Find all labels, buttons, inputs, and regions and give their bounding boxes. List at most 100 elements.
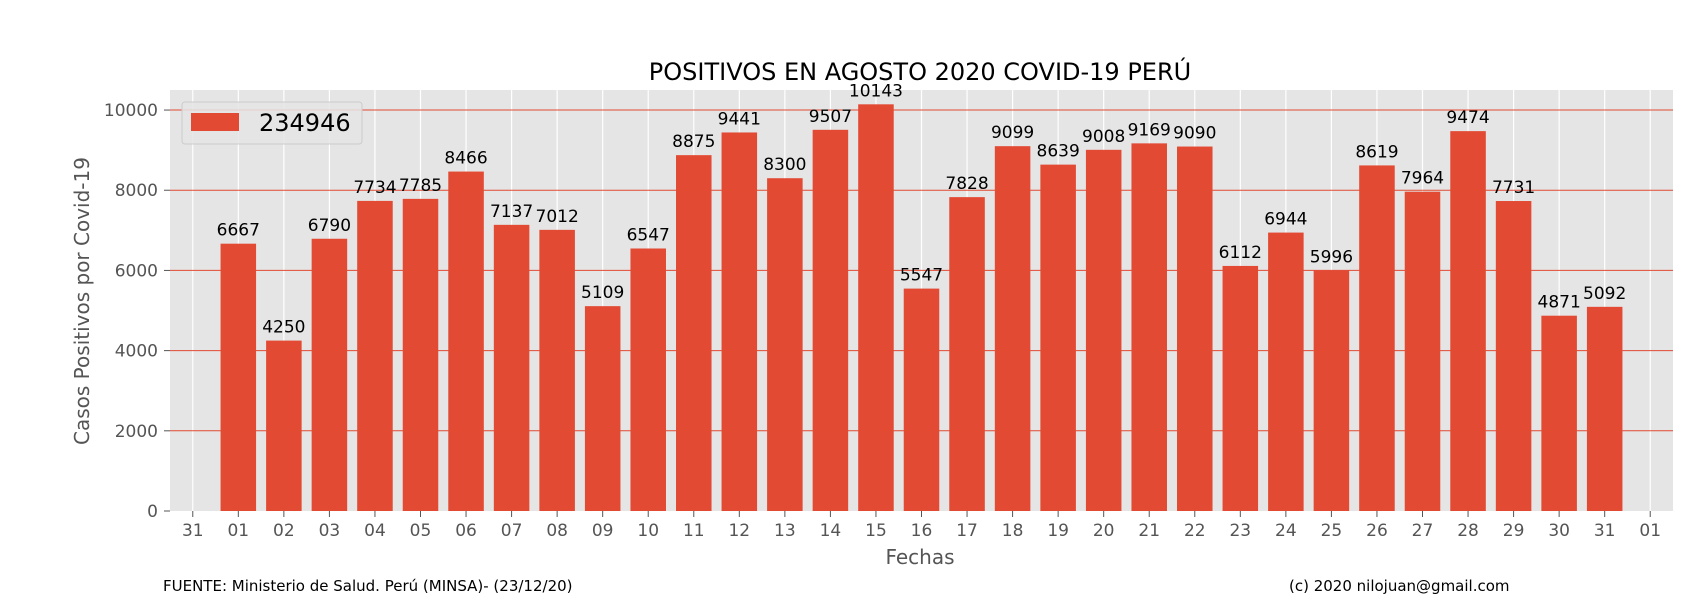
- x-tick-label: 25: [1321, 521, 1343, 541]
- x-tick-label: 09: [592, 521, 614, 541]
- bar-value-label: 4871: [1538, 293, 1581, 313]
- bar-value-label: 8875: [672, 132, 715, 152]
- legend-swatch: [191, 113, 239, 131]
- bar-value-label: 6547: [627, 225, 670, 245]
- bar: [493, 224, 530, 512]
- x-tick-label: 11: [683, 521, 705, 541]
- x-tick-label: 17: [956, 521, 978, 541]
- x-tick-label: 24: [1275, 521, 1297, 541]
- bar: [812, 129, 849, 511]
- bar-value-label: 7964: [1401, 169, 1444, 189]
- y-axis-ticks: 0 2000 4000 6000 8000 10000: [104, 101, 170, 522]
- bar-value-label: 9090: [1173, 124, 1216, 144]
- bar: [448, 171, 484, 511]
- legend-box: [181, 101, 363, 145]
- bar: [357, 200, 393, 511]
- y-tick-label: 6000: [115, 261, 158, 281]
- bar-value-label: 5547: [900, 266, 943, 286]
- bar-value-label: 5092: [1583, 284, 1626, 304]
- x-tick-label: 19: [1047, 521, 1069, 541]
- bar-value-label: 7734: [353, 178, 396, 198]
- bar-value-label: 7137: [490, 202, 533, 222]
- bar: [767, 178, 803, 511]
- bar: [1586, 306, 1623, 511]
- x-tick-label: 18: [1002, 521, 1024, 541]
- x-tick-label: 22: [1184, 521, 1206, 541]
- x-tick-label: 23: [1229, 521, 1251, 541]
- y-tick-label: 2000: [115, 422, 158, 442]
- x-tick-label: 27: [1412, 521, 1434, 541]
- bar-value-label: 9441: [718, 109, 761, 129]
- x-tick-label: 06: [455, 521, 477, 541]
- x-tick-label: 02: [273, 521, 295, 541]
- bar: [402, 198, 439, 511]
- x-tick-label: 04: [364, 521, 386, 541]
- x-tick-label: 20: [1093, 521, 1115, 541]
- bar: [903, 288, 940, 511]
- x-tick-label: 30: [1548, 521, 1570, 541]
- x-tick-label: 29: [1503, 521, 1525, 541]
- x-tick-label: 14: [820, 521, 842, 541]
- x-tick-label: 15: [865, 521, 887, 541]
- bar: [1313, 270, 1350, 511]
- bar: [220, 243, 257, 511]
- bar: [630, 248, 666, 512]
- y-tick-label: 8000: [115, 181, 158, 201]
- bar-value-label: 6112: [1219, 243, 1262, 263]
- y-axis-label: Casos Positivos por Covid-19: [70, 157, 94, 445]
- bar-value-label: 8639: [1037, 142, 1080, 162]
- bar-value-label: 7828: [945, 174, 988, 194]
- bar: [1495, 201, 1532, 511]
- bar-value-label: 6790: [308, 216, 351, 236]
- bar: [584, 306, 621, 511]
- bars: [220, 104, 1623, 512]
- x-tick-label: 28: [1457, 521, 1479, 541]
- x-tick-label: 13: [774, 521, 796, 541]
- x-tick-label: 12: [728, 521, 750, 541]
- bar-value-label: 8300: [763, 155, 806, 175]
- y-tick-label: 0: [147, 502, 158, 522]
- bar: [1177, 146, 1213, 511]
- y-tick-label: 4000: [115, 342, 158, 362]
- bar-value-label: 7785: [399, 176, 442, 196]
- legend: 234946: [181, 101, 363, 145]
- bar: [858, 104, 894, 512]
- x-tick-label: 03: [319, 521, 341, 541]
- x-tick-label: 01: [227, 521, 249, 541]
- bar-value-label: 4250: [262, 318, 305, 338]
- bar: [994, 146, 1031, 511]
- bar: [266, 340, 302, 511]
- bar-value-label: 5996: [1310, 248, 1353, 268]
- legend-label: 234946: [259, 109, 351, 137]
- bar-value-label: 8466: [444, 149, 487, 169]
- x-tick-label: 08: [546, 521, 568, 541]
- x-axis-label: Fechas: [885, 545, 954, 569]
- bar-value-label: 9099: [991, 123, 1034, 143]
- bar-value-label: 7731: [1492, 178, 1535, 198]
- x-tick-label: 01: [1639, 521, 1661, 541]
- x-tick-label: 10: [637, 521, 659, 541]
- bar-value-label: 5109: [581, 283, 624, 303]
- x-tick-label: 21: [1138, 521, 1160, 541]
- x-tick-label: 07: [501, 521, 523, 541]
- bar: [1404, 191, 1441, 511]
- bar: [1131, 143, 1167, 511]
- bar-value-label: 6667: [217, 221, 260, 241]
- x-tick-label: 26: [1366, 521, 1388, 541]
- bar: [721, 132, 758, 511]
- bar: [1450, 131, 1486, 512]
- bar-value-label: 9507: [809, 107, 852, 127]
- bar: [1040, 164, 1076, 511]
- bar-value-label: 8619: [1355, 142, 1398, 162]
- y-tick-label: 10000: [104, 101, 158, 121]
- source-note: FUENTE: Ministerio de Salud. Perú (MINSA…: [163, 577, 573, 595]
- copyright-note: (c) 2020 nilojuan@gmail.com: [1289, 577, 1510, 595]
- x-tick-label: 31: [1594, 521, 1616, 541]
- bar-value-label: 9169: [1128, 120, 1171, 140]
- bar-value-label: 9008: [1082, 127, 1125, 147]
- bar: [676, 155, 712, 511]
- bar: [1268, 232, 1304, 511]
- x-tick-label: 16: [911, 521, 933, 541]
